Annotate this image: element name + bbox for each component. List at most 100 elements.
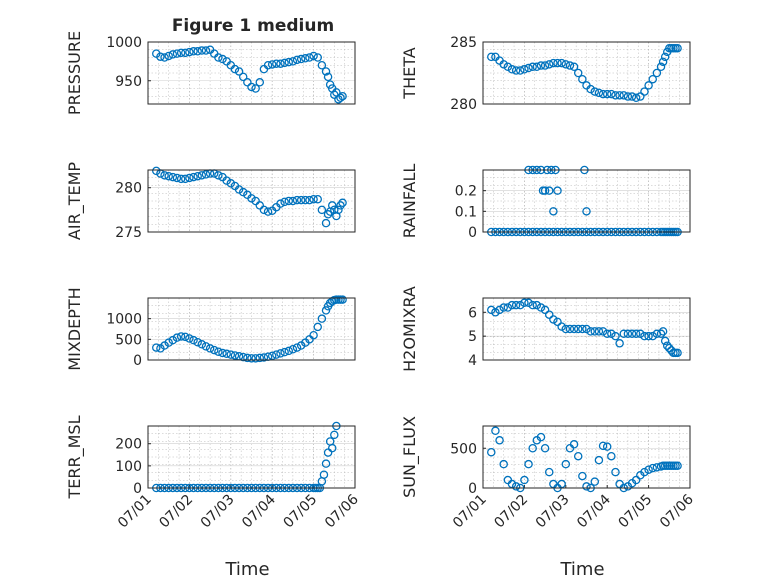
x-tick-label: 07/03 xyxy=(533,492,573,532)
data-point xyxy=(272,350,281,359)
y-tick-label: 280 xyxy=(450,97,477,113)
data-point xyxy=(553,186,562,195)
data-point xyxy=(197,340,207,349)
y-axis-label: AIR_TEMP xyxy=(65,162,85,240)
y-tick-label: 0 xyxy=(468,225,477,241)
data-point xyxy=(590,327,600,336)
data-point xyxy=(323,210,333,219)
series-markers xyxy=(487,43,682,103)
data-point xyxy=(524,63,533,73)
data-point xyxy=(280,197,289,207)
data-point xyxy=(284,196,294,206)
data-point xyxy=(164,51,173,61)
data-point xyxy=(656,62,666,72)
data-point xyxy=(660,336,670,346)
x-axis-label: Time xyxy=(224,559,269,580)
data-point xyxy=(602,329,612,339)
data-point xyxy=(557,322,566,331)
data-point xyxy=(327,443,337,453)
data-point xyxy=(507,300,517,310)
data-point xyxy=(201,46,211,55)
data-point xyxy=(338,295,347,304)
data-point xyxy=(598,441,608,451)
data-point xyxy=(338,198,347,208)
x-tick-label: 07/05 xyxy=(616,492,656,532)
data-point xyxy=(259,205,269,215)
x-tick-label: 07/06 xyxy=(322,491,362,531)
x-tick-label: 07/04 xyxy=(574,491,614,531)
data-point xyxy=(280,58,289,68)
y-tick-label: 500 xyxy=(115,332,142,348)
data-point xyxy=(218,54,227,64)
data-point xyxy=(511,482,521,491)
data-point xyxy=(658,327,668,336)
data-point xyxy=(565,324,575,334)
data-point xyxy=(573,324,583,334)
data-point xyxy=(549,58,558,68)
data-point xyxy=(499,60,508,69)
data-point xyxy=(292,343,302,352)
data-point xyxy=(172,333,182,342)
data-point xyxy=(536,432,546,442)
data-point xyxy=(660,52,670,62)
data-point xyxy=(296,54,306,64)
subplot-0: 950 1000 PRESSURE xyxy=(65,31,356,115)
data-point xyxy=(528,62,537,72)
data-point xyxy=(168,335,178,345)
data-point xyxy=(185,173,194,183)
data-point xyxy=(276,59,285,68)
figure-title: Figure 1 medium xyxy=(172,16,334,36)
data-point xyxy=(189,335,198,345)
data-point xyxy=(673,348,682,358)
data-point xyxy=(164,171,173,181)
data-point xyxy=(305,195,314,205)
data-point xyxy=(197,171,207,180)
data-point xyxy=(582,207,591,216)
data-point xyxy=(301,195,310,205)
data-point xyxy=(615,91,624,100)
data-point xyxy=(652,68,662,78)
data-point xyxy=(176,332,186,341)
data-point xyxy=(487,305,496,315)
y-tick-label: 280 xyxy=(115,181,142,197)
data-point xyxy=(296,195,306,205)
data-point xyxy=(247,82,256,92)
data-point xyxy=(627,329,637,339)
y-tick-label: 0 xyxy=(133,353,142,369)
x-tick-label: 07/02 xyxy=(491,492,531,532)
y-axis-label: PRESSURE xyxy=(65,31,84,115)
data-point xyxy=(602,442,612,451)
data-point xyxy=(168,50,178,59)
data-point xyxy=(238,72,248,82)
data-point xyxy=(544,60,554,69)
data-point xyxy=(193,47,202,56)
data-point xyxy=(251,354,260,363)
data-point xyxy=(176,174,186,184)
y-tick-label: 0 xyxy=(133,481,142,497)
data-point xyxy=(594,88,604,98)
data-point xyxy=(532,62,542,72)
data-point xyxy=(288,196,298,206)
x-tick-label: 07/06 xyxy=(657,491,697,531)
data-point xyxy=(594,327,604,336)
data-point xyxy=(578,324,587,334)
data-point xyxy=(336,93,345,103)
data-point xyxy=(334,205,343,215)
data-point xyxy=(590,477,600,486)
data-point xyxy=(623,329,633,339)
y-axis-label: H2OMIXRA xyxy=(400,286,419,372)
axes-box xyxy=(482,41,691,105)
data-point xyxy=(607,329,616,339)
data-point xyxy=(544,186,554,195)
data-point xyxy=(263,207,273,216)
data-point xyxy=(487,52,496,62)
data-point xyxy=(503,303,513,312)
data-point xyxy=(160,171,169,180)
x-tick-label: 07/01 xyxy=(115,492,155,532)
data-point xyxy=(284,346,294,356)
data-point xyxy=(321,67,331,76)
data-point xyxy=(507,65,517,74)
data-point xyxy=(276,199,285,208)
data-point xyxy=(243,78,252,87)
